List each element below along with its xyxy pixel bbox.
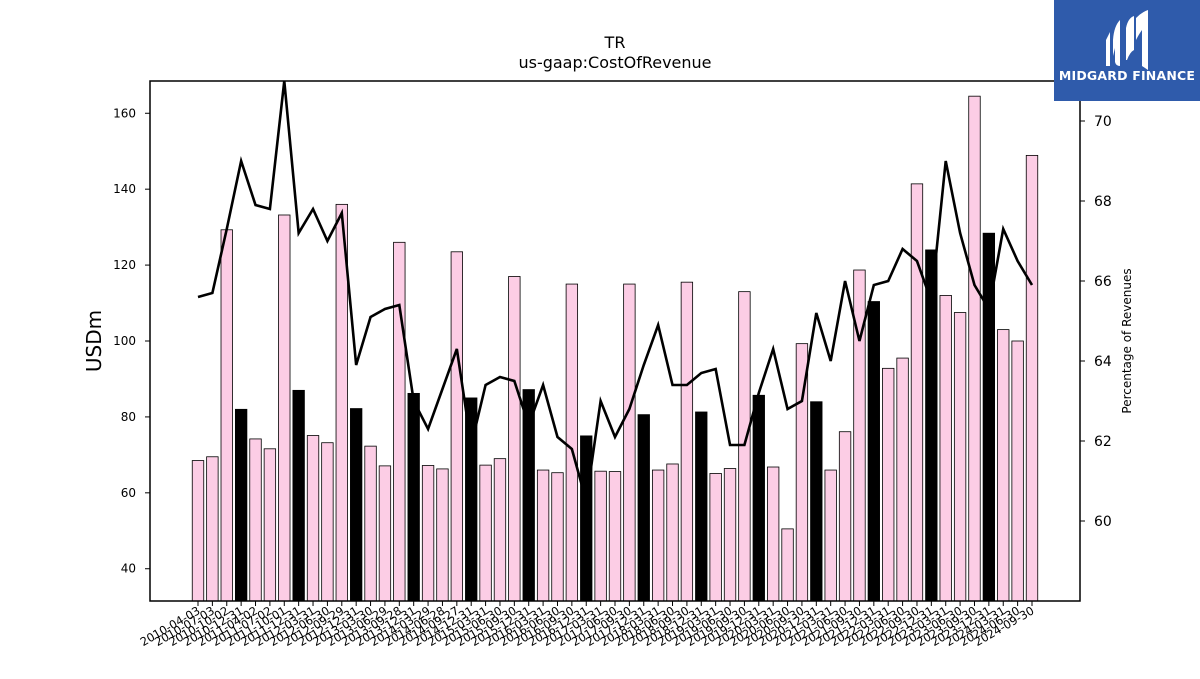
bar-quarter	[565, 283, 579, 602]
bar-quarter	[723, 468, 737, 602]
bar-annual	[580, 435, 593, 602]
bar-annual	[407, 392, 420, 602]
y2-tick-label: 68	[1094, 194, 1112, 210]
y-tick-label: 120	[113, 258, 136, 272]
bar-annual	[925, 249, 938, 602]
bar-quarter	[608, 471, 622, 602]
chart-subtitle: us-gaap:CostOfRevenue	[518, 53, 711, 72]
chart-title: TR	[604, 33, 626, 52]
bar-quarter	[594, 470, 607, 602]
bar-quarter	[680, 281, 694, 602]
x-axis-ticks: 2010-04-032010-07-032010-10-022010-12-31…	[138, 601, 1037, 649]
bar-quarter	[824, 469, 837, 602]
bar-quarter	[939, 295, 952, 602]
bar-quarter	[450, 251, 463, 602]
bar-quarter	[666, 463, 679, 602]
bar-quarter	[393, 241, 406, 602]
bar-quarter	[306, 435, 320, 602]
bar-quarter	[651, 469, 665, 602]
midgard-logo-icon	[1106, 10, 1148, 70]
bar-quarter	[910, 183, 924, 602]
midgard-finance-logo: MIDGARD FINANCE	[1054, 0, 1200, 101]
y-tick-label: 100	[113, 334, 136, 348]
y2-axis-label: Percentage of Revenues	[1120, 268, 1134, 413]
y-tick-label: 80	[121, 410, 136, 424]
bar-quarter	[421, 465, 435, 602]
y2-tick-label: 66	[1094, 274, 1112, 290]
bar-quarter	[953, 312, 967, 602]
bar-quarter	[536, 469, 550, 602]
y-axis-label: USDm	[82, 310, 106, 372]
percentage-line-series	[197, 80, 1034, 502]
bar-quarter	[623, 283, 636, 602]
y2-tick-label: 62	[1094, 434, 1112, 450]
bar-quarter	[1025, 154, 1039, 602]
bar-quarter	[493, 458, 507, 602]
y-axis-ticks: 40 60 80 100 120 140 160	[113, 106, 150, 576]
bar-quarter	[968, 95, 981, 602]
y2-tick-label: 64	[1094, 354, 1112, 370]
bar-quarter	[220, 229, 233, 602]
bar-quarter	[364, 445, 377, 602]
bar-quarter	[781, 528, 794, 602]
percentage-line	[197, 80, 1034, 502]
bar-quarter	[436, 468, 449, 602]
bar-annual	[867, 301, 880, 602]
bar-quarter	[767, 466, 780, 602]
bar-quarter	[738, 291, 751, 602]
bar-quarter	[882, 367, 895, 602]
bar-quarter	[508, 276, 521, 602]
bar-quarter	[321, 442, 334, 602]
bar-annual	[695, 411, 708, 602]
y2-axis-ticks: 60 62 64 66 68 70	[1080, 114, 1112, 530]
y2-tick-label: 70	[1094, 114, 1112, 130]
bar-quarter	[378, 465, 392, 602]
bar-quarter	[191, 460, 205, 602]
bar-quarter	[278, 214, 291, 602]
y2-tick-label: 60	[1094, 514, 1112, 530]
bar-annual	[292, 389, 305, 602]
bar-quarter	[1011, 340, 1024, 602]
bar-series	[191, 95, 1039, 602]
bar-annual	[234, 408, 248, 602]
bar-annual	[810, 401, 823, 602]
bar-quarter	[838, 431, 852, 602]
bar-quarter	[206, 456, 219, 602]
bar-annual	[350, 408, 363, 602]
plot-frame	[149, 80, 1081, 602]
y-tick-label: 160	[113, 106, 136, 120]
bar-annual	[752, 394, 765, 602]
bar-quarter	[263, 448, 277, 602]
y-tick-label: 140	[113, 182, 136, 196]
bar-quarter	[997, 329, 1010, 602]
bar-quarter	[896, 357, 909, 602]
bar-quarter	[709, 473, 722, 602]
bar-quarter	[479, 464, 492, 602]
bar-quarter	[551, 472, 564, 602]
logo-text: MIDGARD FINANCE	[1058, 68, 1196, 83]
y-tick-label: 40	[121, 562, 136, 576]
bar-quarter	[249, 438, 262, 602]
bar-annual	[637, 414, 650, 602]
y-tick-label: 60	[121, 486, 136, 500]
